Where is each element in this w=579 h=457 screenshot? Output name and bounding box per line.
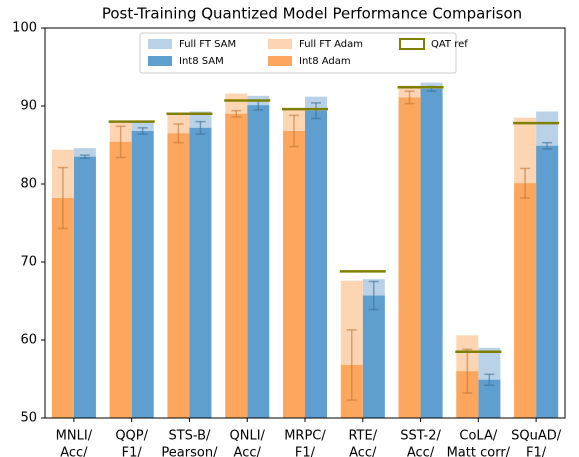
y-tick-label: 60 [20, 333, 37, 348]
x-tick-label: STS-B/ [168, 429, 211, 444]
legend-label: Int8 Adam [299, 56, 351, 67]
bar [456, 371, 479, 418]
error-bar [173, 123, 184, 144]
error-bar [462, 348, 473, 394]
error-bar [520, 167, 531, 199]
x-tick-label: QQP/ [115, 429, 148, 444]
bar [514, 183, 537, 418]
x-tick-label: F1/ [122, 446, 143, 457]
x-tick-label: Acc/ [349, 446, 377, 457]
bar [536, 145, 559, 418]
legend-swatch [268, 56, 292, 66]
legend-swatch [268, 39, 292, 49]
bar [73, 156, 96, 418]
x-tick-label: F1/ [295, 446, 316, 457]
x-tick-label: MNLI/ [56, 429, 93, 444]
legend-swatch [399, 38, 425, 50]
bar [131, 130, 154, 418]
plot-frame [44, 27, 566, 419]
x-tick-label: MRPC/ [284, 429, 326, 444]
bar [478, 379, 501, 418]
x-tick-label: SQuAD/ [511, 429, 562, 444]
bar [398, 97, 421, 419]
error-bar [115, 125, 126, 159]
x-tick-label: CoLA/ [459, 429, 497, 444]
y-tick-label: 80 [20, 177, 37, 192]
x-tick-label: QNLI/ [230, 429, 266, 444]
error-bar [137, 127, 148, 135]
y-tick-label: 70 [20, 255, 37, 270]
y-tick-label: 100 [12, 21, 37, 36]
bar [283, 130, 305, 418]
bar [189, 127, 212, 418]
error-bar [289, 114, 299, 148]
legend-swatch [148, 56, 172, 66]
error-bar [368, 280, 379, 311]
x-tick-label: RTE/ [348, 429, 377, 444]
bar [109, 141, 132, 418]
error-bar [57, 166, 68, 230]
legend-swatch [148, 39, 172, 49]
legend-label: QAT ref [431, 39, 468, 50]
error-bar [346, 329, 357, 401]
y-tick-label: 90 [20, 99, 37, 114]
legend-label: Full FT Adam [299, 39, 363, 50]
bar [305, 110, 327, 419]
error-bar [484, 373, 495, 386]
error-bar [195, 120, 206, 135]
bar [247, 105, 270, 418]
legend-box [139, 32, 457, 74]
x-tick-label: Acc/ [234, 446, 262, 457]
error-bar [231, 109, 242, 118]
y-tick-label: 50 [20, 411, 37, 426]
legend-label: Full FT SAM [179, 39, 236, 50]
legend-label: Int8 SAM [179, 56, 224, 67]
x-tick-label: Matt corr/ [447, 446, 511, 457]
bar [362, 295, 385, 418]
error-bar [311, 102, 321, 120]
bar [225, 113, 248, 419]
x-tick-label: SST-2/ [400, 429, 441, 444]
x-tick-label: Acc/ [60, 446, 88, 457]
x-tick-label: Acc/ [407, 446, 435, 457]
bar [420, 88, 443, 418]
error-bar [404, 90, 415, 105]
bar [51, 198, 74, 418]
bar [167, 133, 190, 419]
chart-title: Post-Training Quantized Model Performanc… [102, 5, 522, 23]
x-tick-label: F1/ [526, 446, 547, 457]
error-bar [542, 141, 553, 150]
x-tick-label: Pearson/ [161, 446, 218, 457]
error-bar [79, 154, 90, 160]
